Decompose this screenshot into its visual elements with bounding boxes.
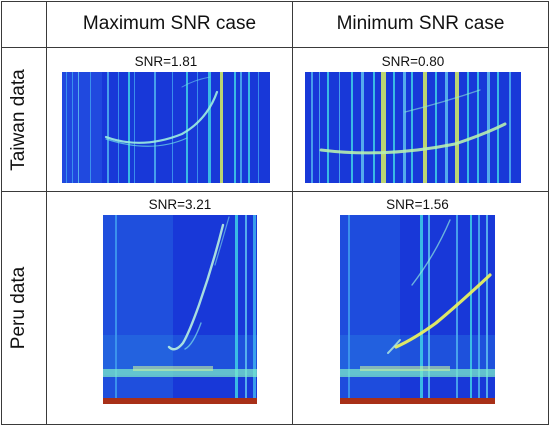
grid-line (1, 191, 549, 192)
grid-line (1, 1, 2, 425)
spectrogram-taiwan-min (305, 72, 521, 183)
column-header-min: Minimum SNR case (336, 13, 505, 34)
row-label-peru: Peru data (8, 266, 29, 350)
snr-label-peru-max: SNR=3.21 (148, 197, 212, 212)
spectrogram-peru-min (340, 215, 495, 404)
grid-line (46, 1, 47, 425)
spectrogram-taiwan-max (62, 72, 270, 183)
spectrogram-peru-max (103, 215, 257, 404)
grid-line (1, 424, 549, 425)
grid-line (1, 47, 549, 48)
row-label-taiwan: Taiwan data (8, 69, 29, 171)
column-header-max: Maximum SNR case (82, 13, 257, 34)
snr-label-peru-min: SNR=1.56 (386, 197, 449, 212)
snr-label-taiwan-min: SNR=0.80 (381, 54, 445, 69)
snr-label-taiwan-max: SNR=1.81 (134, 54, 198, 69)
grid-line (548, 1, 549, 425)
grid-line (1, 1, 549, 2)
grid-line (292, 1, 293, 425)
